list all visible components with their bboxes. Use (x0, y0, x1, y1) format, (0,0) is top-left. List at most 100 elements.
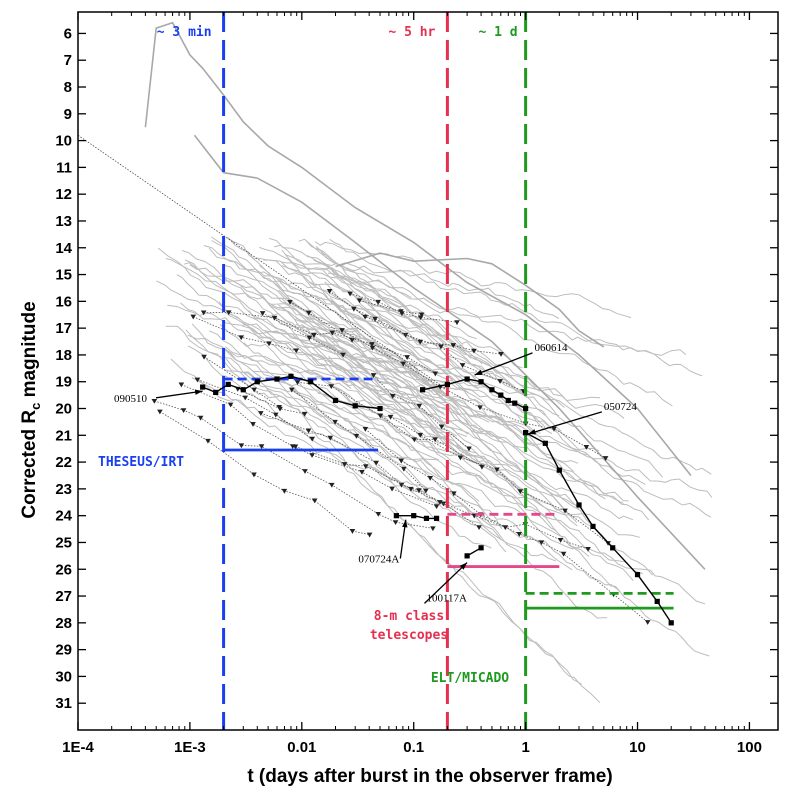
upper-limit-marker (328, 384, 335, 390)
upper-limit-marker (151, 399, 158, 404)
grb-curve-070724A (396, 515, 437, 520)
y-axis-ticks: 6 7 8 9 10 11 12 13 14 15 16 17 18 19 20 21 22 23 24 25 26 27… (55, 25, 778, 712)
upper-limit-marker (389, 486, 395, 492)
y-tick-label: 21 (55, 427, 72, 444)
upper-limit-marker (400, 466, 407, 472)
background-curve (224, 264, 562, 432)
background-curve (203, 245, 516, 389)
upper-limit-marker (517, 489, 524, 495)
upper-limit-marker (359, 470, 365, 475)
background-curve (219, 324, 463, 459)
upper-limit-marker (180, 408, 187, 414)
grb-arrowhead-090510 (194, 389, 203, 395)
y-tick-label: 24 (55, 508, 72, 525)
background-curve (295, 323, 526, 449)
grb-point-090510 (200, 384, 206, 390)
y-axis-title-sub: c (28, 403, 43, 410)
upper-limit-marker (411, 437, 418, 443)
background-curve (317, 392, 643, 575)
y-tick-label: 26 (55, 561, 72, 578)
grb-arrowhead-100117A (459, 562, 468, 570)
grb-point-050724 (634, 572, 641, 578)
grb-point-070724A (433, 515, 440, 521)
plot-border (77, 11, 779, 731)
background-curve (327, 272, 712, 475)
upper-limit-marker (349, 529, 356, 534)
background-curve (316, 297, 625, 419)
background-curve (243, 342, 608, 619)
upper-limit-marker (347, 291, 353, 297)
grb-point-050724 (668, 620, 674, 626)
upper-limit-marker (227, 402, 234, 408)
background-curve (193, 134, 706, 570)
annotations: ~ 3 min ~ 5 hr ~ 1 d 090510 060614 050724 0707… (114, 25, 637, 604)
upper-limit-marker (454, 320, 460, 326)
upper-limit-marker (398, 309, 404, 315)
grb-label-090510: 090510 (114, 393, 147, 405)
upper-limit-marker (538, 540, 545, 546)
background-curve (281, 265, 650, 521)
background-curve (224, 346, 439, 461)
upper-limit-marker (585, 546, 591, 552)
background-curve (225, 358, 621, 592)
grb-point-070724A (411, 513, 417, 519)
upper-limit-marker (356, 298, 363, 304)
upper-limit-marker (362, 464, 369, 469)
upper-limit-marker (457, 455, 464, 461)
dotted-curve (365, 428, 648, 623)
y-tick-label: 17 (55, 320, 72, 337)
highlighted-grbs (200, 373, 674, 626)
upper-limit-marker (329, 482, 335, 488)
grb-label-050724: 050724 (604, 401, 638, 413)
grb-point-090510 (254, 379, 260, 385)
upper-limit-marker (366, 532, 373, 538)
upper-limit-marker (373, 460, 380, 466)
upper-limit-marker (494, 467, 500, 473)
grb-point-060614 (419, 387, 426, 393)
upper-limit-marker (583, 444, 590, 450)
y-tick-label: 9 (64, 106, 72, 123)
background-curve (157, 247, 386, 406)
upper-limit-marker (302, 469, 308, 474)
background-curve (316, 247, 526, 396)
grb-arrowhead-050724 (527, 429, 536, 435)
upper-limit-marker (369, 345, 376, 351)
upper-limit-marker (451, 491, 457, 497)
y-tick-label: 27 (55, 588, 72, 605)
upper-limit-marker (276, 404, 282, 410)
y-tick-label: 12 (55, 186, 72, 203)
upper-limit-marker (340, 352, 346, 358)
grb-label-060614: 060614 (534, 342, 568, 354)
dotted-curve (203, 356, 280, 408)
upper-limit-marker (644, 620, 651, 625)
y-tick-label: 14 (55, 240, 72, 257)
upper-limit-marker (440, 501, 447, 507)
upper-limit-marker (372, 316, 378, 322)
background-curve (211, 236, 468, 437)
upper-limit-marker (309, 453, 315, 458)
y-tick-label: 25 (55, 534, 72, 551)
upper-limit-marker (408, 486, 414, 492)
grb-point-100117A (464, 553, 470, 559)
background-curve (263, 259, 464, 348)
upper-limit-marker (205, 438, 211, 444)
upper-limit-marker (362, 314, 368, 320)
upper-limit-marker (498, 352, 504, 357)
grb-point-060614 (505, 397, 511, 404)
grb-point-050724 (542, 440, 548, 446)
x-tick-label: 0.01 (287, 739, 316, 756)
grb-point-050724 (576, 502, 582, 508)
upper-limit-marker (289, 387, 295, 393)
upper-limit-marker (516, 532, 523, 537)
grb-point-060614 (464, 376, 470, 382)
eight-m-label-1: 8-m class (374, 609, 444, 624)
y-tick-label: 20 (55, 401, 72, 418)
grb-point-090510 (308, 379, 314, 385)
upper-limit-marker (560, 551, 567, 557)
grb-point-050724 (523, 430, 529, 436)
grb-point-060614 (444, 381, 451, 387)
y-tick-label: 16 (55, 293, 72, 310)
background-curve (285, 254, 463, 384)
dotted-curve (295, 446, 589, 550)
